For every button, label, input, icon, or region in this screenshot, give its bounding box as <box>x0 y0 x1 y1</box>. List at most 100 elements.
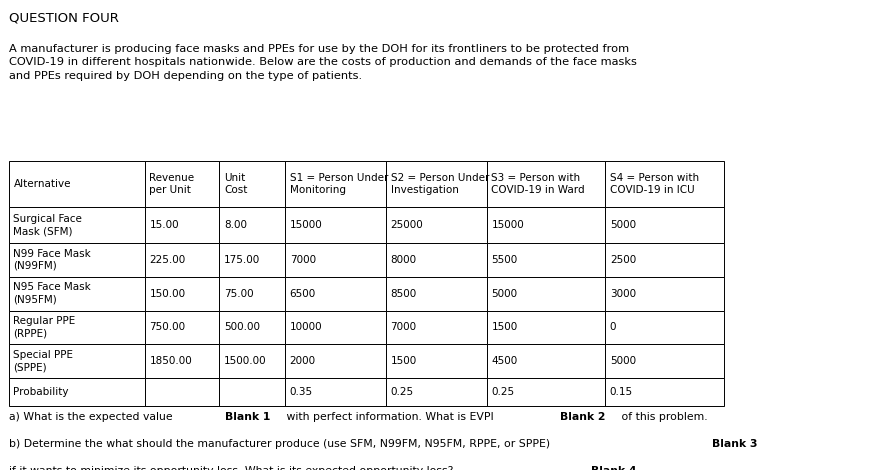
Bar <box>385 243 486 277</box>
Text: A manufacturer is producing face masks and PPEs for use by the DOH for its front: A manufacturer is producing face masks a… <box>9 44 637 81</box>
Text: 5000: 5000 <box>491 289 517 298</box>
Text: 15000: 15000 <box>491 220 524 230</box>
Bar <box>285 161 385 207</box>
Bar <box>285 277 385 311</box>
Bar <box>486 378 604 406</box>
Text: 1850.00: 1850.00 <box>149 356 192 366</box>
Bar <box>9 207 145 243</box>
Bar <box>486 161 604 207</box>
Text: 6500: 6500 <box>290 289 316 298</box>
Text: Blank 1: Blank 1 <box>224 412 270 422</box>
Text: 25000: 25000 <box>390 220 423 230</box>
Text: Revenue
per Unit: Revenue per Unit <box>149 173 194 196</box>
Bar <box>145 243 219 277</box>
Text: 2500: 2500 <box>609 255 636 265</box>
Text: a) What is the expected value: a) What is the expected value <box>9 412 176 422</box>
Bar <box>385 311 486 345</box>
Bar <box>486 311 604 345</box>
Text: 0.25: 0.25 <box>390 387 413 397</box>
Bar <box>604 311 723 345</box>
Text: 150.00: 150.00 <box>149 289 185 298</box>
Text: Alternative: Alternative <box>13 179 71 189</box>
Text: with perfect information. What is EVPI: with perfect information. What is EVPI <box>283 412 497 422</box>
Bar <box>285 311 385 345</box>
Text: 8.00: 8.00 <box>224 220 247 230</box>
Bar <box>604 161 723 207</box>
Text: 10000: 10000 <box>290 322 322 332</box>
Text: 5000: 5000 <box>609 356 636 366</box>
Bar <box>219 243 285 277</box>
Text: if it wants to minimize its opportunity loss. What is its expected opportunity l: if it wants to minimize its opportunity … <box>9 466 460 470</box>
Text: 2000: 2000 <box>290 356 316 366</box>
Text: 8500: 8500 <box>390 289 417 298</box>
Text: b) Determine the what should the manufacturer produce (use SFM, N99FM, N95FM, RP: b) Determine the what should the manufac… <box>9 439 553 449</box>
Bar <box>486 345 604 378</box>
Text: 0.15: 0.15 <box>609 387 632 397</box>
Bar <box>604 243 723 277</box>
Bar <box>9 161 145 207</box>
Text: 0.35: 0.35 <box>290 387 313 397</box>
Text: S4 = Person with
COVID-19 in ICU: S4 = Person with COVID-19 in ICU <box>609 173 698 196</box>
Text: S3 = Person with
COVID-19 in Ward: S3 = Person with COVID-19 in Ward <box>491 173 585 196</box>
Text: 5000: 5000 <box>609 220 636 230</box>
Text: 4500: 4500 <box>491 356 517 366</box>
Bar <box>9 378 145 406</box>
Text: 750.00: 750.00 <box>149 322 185 332</box>
Bar <box>285 207 385 243</box>
Text: 8000: 8000 <box>390 255 417 265</box>
Text: 3000: 3000 <box>609 289 636 298</box>
Bar <box>219 378 285 406</box>
Bar <box>285 378 385 406</box>
Text: 75.00: 75.00 <box>224 289 253 298</box>
Bar <box>486 277 604 311</box>
Text: Blank 4: Blank 4 <box>591 466 637 470</box>
Text: 0: 0 <box>609 322 616 332</box>
Bar <box>145 345 219 378</box>
Bar <box>486 243 604 277</box>
Bar <box>385 345 486 378</box>
Bar <box>9 277 145 311</box>
Text: N95 Face Mask
(N95FM): N95 Face Mask (N95FM) <box>13 282 91 305</box>
Text: 5500: 5500 <box>491 255 517 265</box>
Text: 15000: 15000 <box>290 220 322 230</box>
Bar <box>219 161 285 207</box>
Text: 7000: 7000 <box>390 322 417 332</box>
Text: 7000: 7000 <box>290 255 316 265</box>
Bar <box>145 207 219 243</box>
Bar <box>145 311 219 345</box>
Bar <box>219 277 285 311</box>
Bar <box>285 345 385 378</box>
Bar <box>604 207 723 243</box>
Bar <box>145 378 219 406</box>
Text: Blank 2: Blank 2 <box>559 412 604 422</box>
Bar <box>385 277 486 311</box>
Text: Unit
Cost: Unit Cost <box>224 173 247 196</box>
Bar <box>219 311 285 345</box>
Bar <box>9 345 145 378</box>
Text: 0.25: 0.25 <box>491 387 514 397</box>
Bar <box>604 378 723 406</box>
Text: Probability: Probability <box>13 387 69 397</box>
Bar <box>285 243 385 277</box>
Text: 500.00: 500.00 <box>224 322 259 332</box>
Bar <box>9 311 145 345</box>
Text: 15.00: 15.00 <box>149 220 179 230</box>
Bar <box>385 161 486 207</box>
Text: Surgical Face
Mask (SFM): Surgical Face Mask (SFM) <box>13 214 82 236</box>
Text: S2 = Person Under
Investigation: S2 = Person Under Investigation <box>390 173 488 196</box>
Text: 1500: 1500 <box>390 356 417 366</box>
Text: Special PPE
(SPPE): Special PPE (SPPE) <box>13 350 73 373</box>
Text: Blank 3: Blank 3 <box>711 439 756 449</box>
Text: 1500: 1500 <box>491 322 517 332</box>
Text: 225.00: 225.00 <box>149 255 185 265</box>
Bar <box>486 207 604 243</box>
Text: 1500.00: 1500.00 <box>224 356 266 366</box>
Bar <box>219 207 285 243</box>
Text: S1 = Person Under
Monitoring: S1 = Person Under Monitoring <box>290 173 388 196</box>
Text: of this problem.: of this problem. <box>618 412 707 422</box>
Bar <box>9 243 145 277</box>
Bar <box>604 345 723 378</box>
Bar <box>145 161 219 207</box>
Bar <box>219 345 285 378</box>
Text: QUESTION FOUR: QUESTION FOUR <box>9 12 119 25</box>
